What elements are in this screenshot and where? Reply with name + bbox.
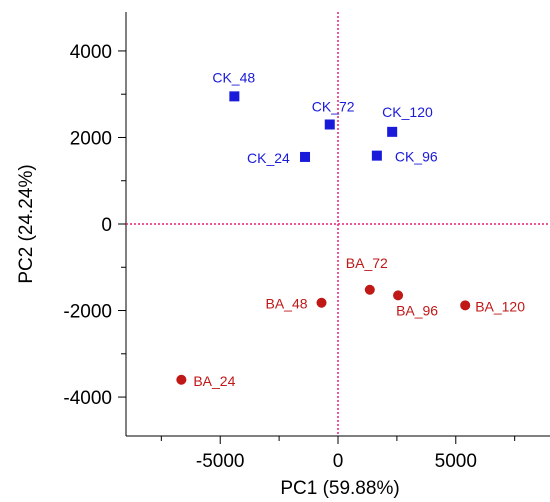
point-label-ba-48: BA_48	[266, 296, 308, 312]
point-ba-120	[460, 300, 471, 311]
x-tick-label: -5000	[196, 451, 245, 472]
point-ck-120	[387, 126, 398, 137]
point-label-ba-24: BA_24	[193, 373, 235, 389]
y-tick-label: -4000	[63, 388, 112, 409]
point-ck-96	[371, 150, 382, 161]
point-ck-24	[300, 151, 311, 162]
point-label-ck-48: CK_48	[212, 69, 255, 85]
y-tick-label: 4000	[70, 42, 112, 63]
point-ba-96	[393, 290, 404, 301]
y-axis-label: PC2 (24.24%)	[16, 164, 37, 283]
x-tick-label: 0	[333, 451, 344, 472]
point-ck-48	[229, 91, 240, 102]
x-axis-label: PC1 (59.88%)	[280, 478, 399, 499]
point-label-ba-96: BA_96	[396, 302, 438, 318]
tick-labels: -4000 -2000 0 2000 4000 -5000 0 5000	[63, 42, 477, 472]
point-label-ba-120: BA_120	[475, 298, 525, 314]
y-tick-label: -2000	[63, 302, 112, 323]
point-ba-72	[364, 284, 375, 295]
x-tick-label: 5000	[435, 451, 477, 472]
reference-lines	[126, 12, 550, 436]
point-label-ck-96: CK_96	[395, 149, 438, 165]
point-label-ba-72: BA_72	[346, 255, 388, 271]
tick-marks	[118, 50, 516, 444]
point-label-ck-72: CK_72	[312, 98, 355, 114]
point-ba-48	[316, 297, 327, 308]
y-tick-label: 2000	[70, 128, 112, 149]
point-ba-24	[176, 374, 187, 385]
point-label-ck-120: CK_120	[382, 104, 433, 120]
data-points: CK_48 CK_72 CK_120 CK_24 CK_96 BA_72 BA_48 BA_9…	[176, 69, 525, 389]
y-tick-label: 0	[101, 215, 112, 236]
point-label-ck-24: CK_24	[247, 150, 290, 166]
point-ck-72	[324, 119, 335, 130]
